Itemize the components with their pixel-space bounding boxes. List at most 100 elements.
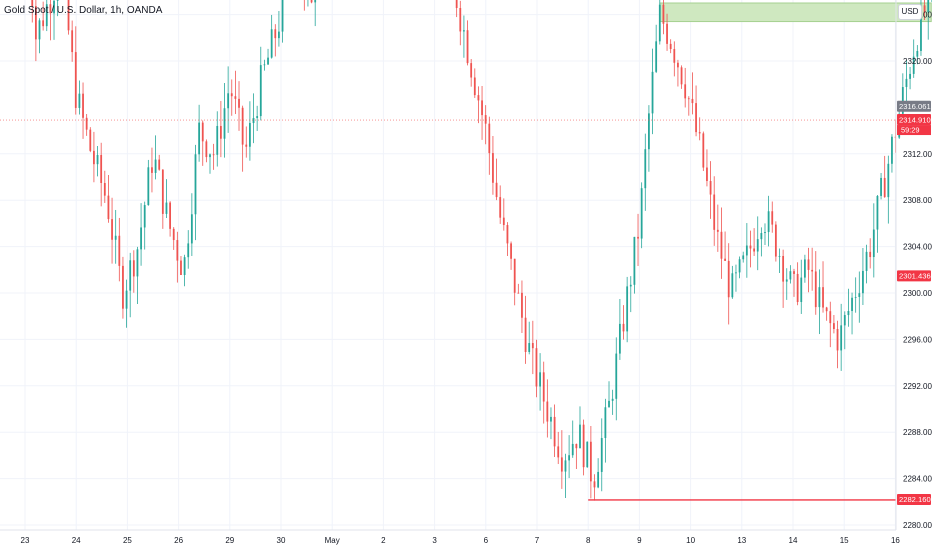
candle-up <box>912 56 915 74</box>
candle-down <box>506 225 509 244</box>
countdown-box <box>897 125 931 136</box>
candle-up <box>579 424 581 449</box>
supply-zone[interactable] <box>659 2 932 23</box>
candle-down <box>67 0 70 31</box>
candle-down <box>89 129 92 151</box>
candle-down <box>85 117 88 130</box>
candle-down <box>535 348 538 387</box>
candle-up <box>248 123 251 147</box>
candle-down <box>245 144 248 147</box>
candle-down <box>796 273 799 303</box>
candle-down <box>100 154 103 184</box>
candle-down <box>720 231 723 259</box>
y-tick-label: 2304.000 <box>903 243 932 252</box>
candle-up <box>597 471 600 488</box>
candle-down <box>132 260 135 277</box>
candle-down <box>593 481 596 488</box>
candle-down <box>234 96 237 99</box>
candle-up <box>550 416 552 422</box>
candle-down <box>521 292 523 318</box>
candle-down <box>883 177 886 198</box>
y-tick-label: 2292.000 <box>903 382 932 391</box>
y-tick-label: 2312.000 <box>903 150 932 159</box>
candle-down <box>531 343 534 349</box>
candle-up <box>568 455 571 461</box>
y-tick-label: 2296.000 <box>903 335 932 344</box>
candle-down <box>542 372 545 402</box>
candle-down <box>513 258 516 293</box>
horizontal-levels[interactable] <box>0 0 896 501</box>
candle-down <box>118 235 121 266</box>
candle-down <box>589 441 592 482</box>
candle-down <box>241 107 244 145</box>
candle-down <box>811 269 814 272</box>
candle-up <box>463 30 465 32</box>
candle-up <box>916 50 919 57</box>
candle-down <box>180 260 182 276</box>
candle-down <box>477 95 480 101</box>
price-label-last: 2314.910 <box>899 115 931 124</box>
candle-up <box>843 315 846 326</box>
candle-up <box>129 260 132 291</box>
candle-up <box>764 232 766 234</box>
candle-down <box>836 329 839 351</box>
candle-up <box>905 78 908 88</box>
candle-up <box>854 296 857 298</box>
time-axis[interactable]: 23 24 25 26 29 30 May 2 3 6 7 8 9 10 13 14 15 16 <box>21 536 901 545</box>
price-label-stop: 2301.436 <box>899 272 931 281</box>
price-axis[interactable]: 2364.0002360.0002356.0002348.0002344.000… <box>903 0 932 530</box>
candle-down <box>499 197 502 218</box>
candle-up <box>851 297 853 312</box>
candle-down <box>814 271 817 308</box>
x-tick-label: 7 <box>535 536 540 545</box>
candle-up <box>564 460 567 472</box>
candle-up <box>147 167 150 206</box>
candle-up <box>629 284 632 287</box>
candle-down <box>158 159 161 170</box>
candle-down <box>49 4 52 14</box>
candle-down <box>546 401 549 422</box>
candle-down <box>691 98 694 104</box>
candle-up <box>738 259 741 273</box>
candle-up <box>267 57 269 65</box>
x-tick-label: May <box>325 536 340 545</box>
candle-down <box>622 323 625 332</box>
candle-down <box>684 84 687 99</box>
candle-down <box>807 259 810 270</box>
candle-down <box>470 63 473 78</box>
candle-up <box>183 257 186 276</box>
candle-up <box>586 441 589 468</box>
candle-down <box>481 100 483 116</box>
candle-up <box>528 343 531 352</box>
candle-down <box>771 211 774 225</box>
candle-up <box>194 154 197 215</box>
candle-up <box>571 443 574 456</box>
candle-up <box>223 108 226 139</box>
candle-up <box>880 177 882 196</box>
candle-down <box>107 195 110 220</box>
candle-down <box>716 229 719 232</box>
candle-down <box>706 167 708 182</box>
currency-button[interactable]: USD <box>898 4 922 20</box>
candle-up <box>45 4 48 27</box>
candle-down <box>122 265 124 309</box>
candle-up <box>840 325 843 351</box>
candle-up <box>615 353 618 399</box>
candle-up <box>644 149 647 189</box>
x-tick-label: 8 <box>586 536 591 545</box>
candle-up <box>648 113 650 150</box>
candle-up <box>887 163 890 198</box>
candle-up <box>626 286 629 332</box>
candle-up <box>198 122 201 155</box>
candle-down <box>502 217 505 226</box>
candle-down <box>172 228 175 241</box>
candle-up <box>658 4 661 42</box>
candle-up <box>259 65 262 117</box>
candle-down <box>673 49 676 63</box>
candle-up <box>114 235 117 240</box>
gridlines <box>0 0 896 530</box>
countdown-label: 59:29 <box>901 126 920 135</box>
candle-down <box>492 153 494 183</box>
candle-up <box>278 31 280 39</box>
